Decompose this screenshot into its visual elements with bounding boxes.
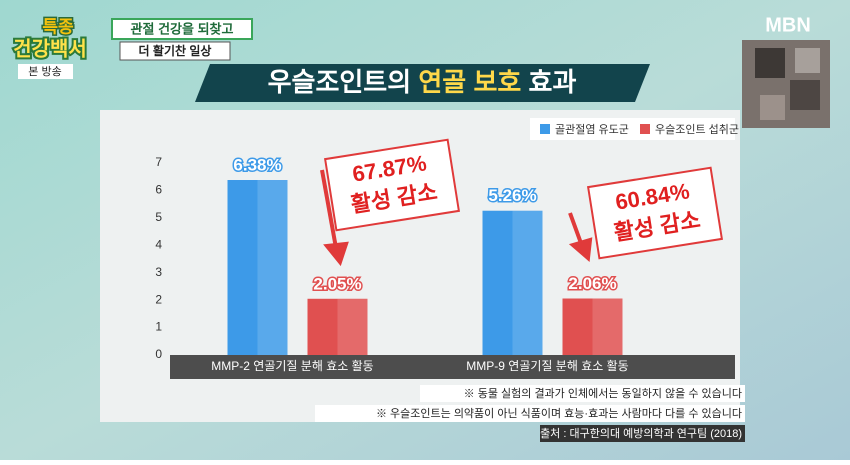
title-part: 연골 보호 — [418, 67, 521, 97]
caption: 관절 건강을 되찾고 — [131, 21, 234, 36]
y-tick-label: 5 — [155, 210, 162, 224]
caption: 더 활기찬 일상 — [139, 43, 212, 58]
y-tick-label: 2 — [155, 292, 162, 306]
bar — [482, 210, 543, 355]
bar-highlight — [257, 180, 288, 355]
data-label: 5.26% — [488, 186, 536, 205]
title-banner — [195, 64, 650, 102]
pixelated-face — [742, 40, 830, 128]
x-tick-label: MMP-9 연골기질 분해 효소 활동 — [466, 359, 628, 373]
note-box — [315, 405, 745, 422]
logo-top: 특종 — [42, 17, 74, 36]
legend-label: 골관절염 유도군 — [555, 123, 629, 136]
legend-box — [530, 118, 735, 140]
data-label: 6.38% — [233, 155, 281, 174]
legend-swatch — [640, 124, 650, 134]
bar-highlight — [512, 210, 543, 355]
note: ※ 동물 실험의 결과가 인체에서는 동일하지 않을 수 있습니다 — [464, 386, 742, 400]
caption-box — [111, 18, 253, 40]
annotation: 60.84%활성 감소 — [586, 166, 724, 260]
data-label: 2.05% — [313, 274, 361, 293]
annotation-box — [586, 166, 724, 260]
y-tick-label: 7 — [155, 155, 162, 169]
bar-highlight — [337, 298, 368, 355]
caption-box — [119, 41, 231, 61]
title-part: 효과 — [529, 67, 577, 97]
channel-logo: MBN — [765, 14, 811, 36]
y-tick-label: 1 — [155, 320, 162, 334]
badge-box — [18, 64, 73, 79]
badge: 본 방송 — [28, 65, 61, 78]
source-box — [540, 425, 745, 442]
bar — [227, 180, 288, 355]
arrows — [320, 169, 593, 267]
category-strip — [170, 355, 735, 379]
x-tick-label: MMP-2 연골기질 분해 효소 활동 — [211, 359, 373, 373]
bar — [562, 298, 623, 355]
legend-label: 우슬조인트 섭취군 — [655, 123, 739, 136]
logo-bottom: 건강백서 — [13, 37, 87, 60]
legend-swatch — [540, 124, 550, 134]
annotation-box — [323, 138, 461, 232]
data-label: 2.06% — [568, 274, 616, 293]
bar — [307, 298, 368, 355]
bar-highlight — [592, 298, 623, 355]
chart-title: 우슬조인트의 연골 보호 효과 — [268, 67, 577, 97]
title-part: 우슬조인트의 — [268, 67, 412, 97]
y-tick-label: 6 — [155, 183, 162, 197]
source: 출처 : 대구한의대 예방의학과 연구팀 (2018) — [540, 427, 742, 440]
note: ※ 우슬조인트는 의약품이 아닌 식품이며 효능·효과는 사람마다 다를 수 있… — [376, 406, 742, 420]
note-box — [420, 385, 745, 402]
y-tick-label: 0 — [155, 347, 162, 361]
y-tick-label: 3 — [155, 265, 162, 279]
annotation: 67.87%활성 감소 — [323, 138, 461, 232]
y-tick-label: 4 — [155, 237, 162, 251]
